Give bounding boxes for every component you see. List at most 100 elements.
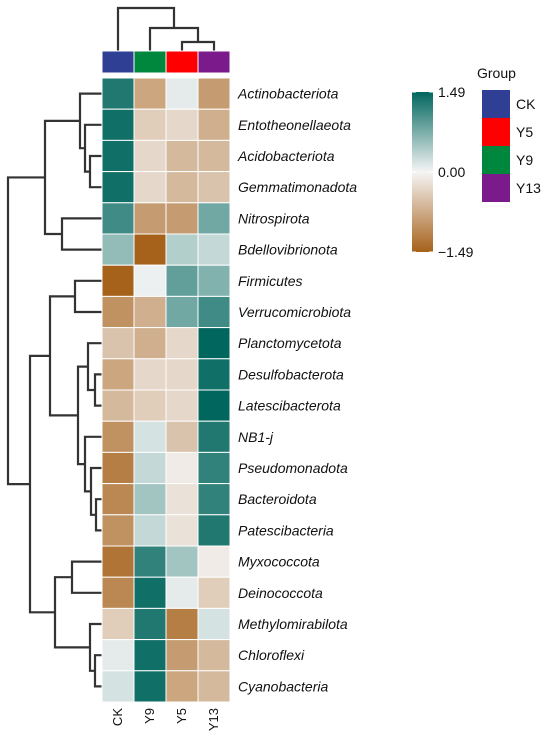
cell-Methylomirabilota-CK [101, 607, 135, 641]
dendrogram-branch [93, 654, 102, 688]
cell-Desulfobacterota-Y9 [133, 358, 167, 391]
cell-Myxococcota-CK [101, 545, 135, 578]
cell-Verrucomicrobiota-Y5 [165, 295, 199, 329]
cell-Bdellovibrionota-Y13 [197, 233, 231, 266]
row-label: Entotheonellaeota [238, 117, 351, 133]
cell-Myxococcota-Y5 [165, 545, 199, 578]
cell-Latescibacterota-Y9 [133, 389, 167, 422]
heatmap-cells [101, 77, 231, 703]
row-label: Myxococcota [238, 554, 320, 570]
dendrogram-branch [76, 365, 88, 466]
colorbar-tick-label: −1.49 [438, 244, 474, 260]
cell-Methylomirabilota-Y9 [133, 607, 167, 641]
cell-Cyanobacteria-CK [101, 670, 135, 703]
cell-Deinococcota-Y9 [133, 576, 167, 609]
row-label: Chloroflexi [238, 647, 305, 663]
cell-Nitrospirota-Y5 [165, 202, 199, 235]
group-legend-swatch [482, 174, 510, 202]
group-legend-swatch [482, 146, 510, 174]
cell-Entotheonellaeota-Y9 [133, 108, 167, 141]
dendrogram-branch [78, 92, 102, 150]
cell-Latescibacterota-Y5 [165, 389, 199, 422]
cell-Pseudomonadota-Y5 [165, 451, 199, 485]
cell-Pseudomonadota-CK [101, 451, 135, 485]
cell-Desulfobacterota-Y5 [165, 358, 199, 391]
cell-Acidobacteriota-Y9 [133, 139, 167, 173]
row-dendrogram [6, 92, 102, 688]
cell-Actinobacteriota-CK [101, 77, 135, 110]
row-label: Latescibacterota [238, 398, 341, 414]
row-label: Patescibacteria [238, 522, 334, 538]
cell-Gemmatimonadota-Y9 [133, 171, 167, 204]
annotation-Y9 [133, 50, 167, 74]
row-label: NB1-j [238, 429, 274, 445]
cell-Bdellovibrionota-Y5 [165, 233, 199, 266]
dendrogram-branch [60, 217, 102, 251]
annotation-CK [101, 50, 135, 74]
cell-Planctomycetota-CK [101, 327, 135, 360]
cell-Actinobacteriota-Y5 [165, 77, 199, 110]
group-legend-label: Y5 [516, 124, 533, 140]
cell-Verrucomicrobiota-CK [101, 295, 135, 329]
cell-Bacteroidota-Y13 [197, 483, 231, 516]
group-legend-label: Y13 [516, 180, 541, 196]
row-label: Methylomirabilota [238, 616, 348, 632]
cell-Chloroflexi-Y5 [165, 639, 199, 672]
dendrogram-branch [70, 560, 102, 594]
row-label: Verrucomicrobiota [238, 304, 351, 320]
row-label: Deinococcota [238, 585, 323, 601]
column-label: Y5 [174, 708, 189, 724]
row-label: Bacteroidota [238, 491, 317, 507]
cell-Myxococcota-Y9 [133, 545, 167, 578]
cell-Entotheonellaeota-Y13 [197, 108, 231, 141]
cell-Desulfobacterota-Y13 [197, 358, 231, 391]
colorbar-tick-label: 1.49 [438, 84, 465, 100]
group-annotation-bar [101, 50, 231, 74]
cell-Actinobacteriota-Y9 [133, 77, 167, 110]
cell-Latescibacterota-CK [101, 389, 135, 422]
cell-Planctomycetota-Y13 [197, 327, 231, 360]
color-scale-legend: 1.49 0.00 −1.49 [412, 84, 474, 260]
row-label: Bdellovibrionota [238, 242, 338, 258]
cell-Verrucomicrobiota-Y9 [133, 295, 167, 329]
cell-Chloroflexi-CK [101, 639, 135, 672]
cell-Acidobacteriota-Y5 [165, 139, 199, 173]
cell-Myxococcota-Y13 [197, 545, 231, 578]
cell-Firmicutes-Y9 [133, 264, 167, 297]
cell-Methylomirabilota-Y13 [197, 607, 231, 641]
annotation-Y5 [165, 50, 199, 74]
dendrogram-branch [48, 295, 78, 417]
cell-Gemmatimonadota-Y5 [165, 171, 199, 204]
cell-Deinococcota-Y13 [197, 576, 231, 609]
cell-Entotheonellaeota-CK [101, 108, 135, 141]
cell-Nitrospirota-Y13 [197, 202, 231, 235]
cell-Chloroflexi-Y13 [197, 639, 231, 672]
cell-Nitrospirota-Y9 [133, 202, 167, 235]
dendrogram-branch [116, 6, 176, 51]
group-legend-swatch [482, 118, 510, 146]
dendrogram-branch [83, 123, 102, 173]
cell-Acidobacteriota-CK [101, 139, 135, 173]
row-label: Gemmatimonadota [238, 179, 357, 195]
cell-Firmicutes-CK [101, 264, 135, 297]
cell-NB1-j-Y9 [133, 420, 167, 453]
cell-Planctomycetota-Y5 [165, 327, 199, 360]
dendrogram-branch [148, 26, 200, 51]
cell-Bacteroidota-Y5 [165, 483, 199, 516]
column-label: Y13 [206, 708, 221, 731]
cell-Actinobacteriota-Y13 [197, 77, 231, 110]
cell-Deinococcota-Y5 [165, 576, 199, 609]
dendrogram-branch [6, 176, 45, 486]
cell-NB1-j-Y5 [165, 420, 199, 453]
group-legend-label: Y9 [516, 152, 533, 168]
cell-Firmicutes-Y5 [165, 264, 199, 297]
row-label: Firmicutes [238, 273, 303, 289]
column-label: Y9 [142, 708, 157, 724]
column-dendrogram [116, 6, 216, 51]
cell-Pseudomonadota-Y9 [133, 451, 167, 485]
dendrogram-branch [93, 373, 102, 407]
cell-Methylomirabilota-Y5 [165, 607, 199, 641]
cell-Bacteroidota-CK [101, 483, 135, 516]
row-label: Planctomycetota [238, 335, 342, 351]
